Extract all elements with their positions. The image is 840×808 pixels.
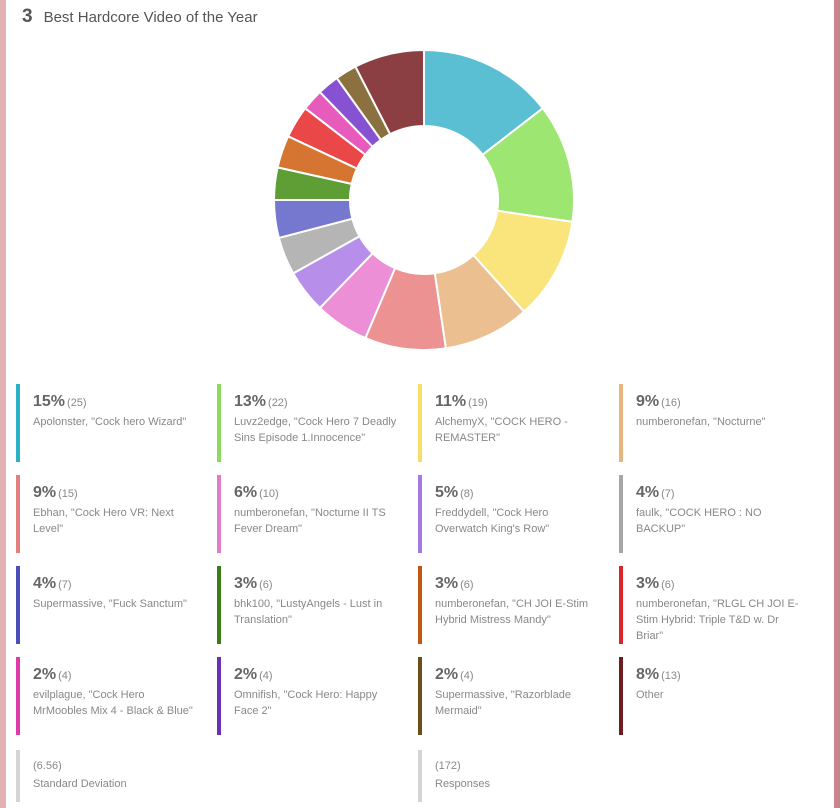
- legend-item[interactable]: 2% (4) Omnifish, "Cock Hero: Happy Face 2": [217, 657, 397, 735]
- legend-head: 6% (10): [234, 484, 397, 502]
- legend-percent: 13%: [234, 393, 267, 410]
- legend-count: (4): [58, 670, 72, 682]
- legend-count: (16): [661, 397, 681, 409]
- legend-count: (25): [67, 397, 87, 409]
- legend-item[interactable]: 2% (4) evilplague, "Cock Hero MrMoobles Mi…: [16, 657, 196, 735]
- legend-item[interactable]: 2% (4) Supermassive, "Razorblade Mermaid": [418, 657, 598, 735]
- legend-count: (7): [58, 579, 72, 591]
- legend-percent: 2%: [33, 666, 57, 683]
- legend-count: (13): [661, 670, 681, 682]
- legend-head: 9% (16): [636, 393, 799, 411]
- legend-label: numberonefan, "RLGL CH JOI E-Stim Hybrid…: [636, 598, 799, 642]
- legend-count: (4): [259, 670, 273, 682]
- question-header: 3 Best Hardcore Video of the Year: [22, 6, 258, 30]
- legend-item[interactable]: 11% (19) AlchemyX, "COCK HERO - REMASTER": [418, 384, 598, 462]
- stat-standard-deviation: (6.56) Standard Deviation: [16, 750, 196, 802]
- legend-count: (7): [661, 488, 675, 500]
- legend-item[interactable]: 9% (15) Ebhan, "Cock Hero VR: Next Level": [16, 475, 196, 553]
- legend-percent: 2%: [435, 666, 459, 683]
- legend-label: Other: [636, 689, 664, 701]
- legend-label: Supermassive, "Razorblade Mermaid": [435, 689, 571, 717]
- legend-item[interactable]: 9% (16) numberonefan, "Nocturne": [619, 384, 799, 462]
- legend-percent: 6%: [234, 484, 258, 501]
- legend-count: (4): [460, 670, 474, 682]
- legend-count: (22): [268, 397, 288, 409]
- legend-item[interactable]: 4% (7) Supermassive, "Fuck Sanctum": [16, 566, 196, 644]
- legend-label: numberonefan, "Nocturne II TS Fever Drea…: [234, 507, 386, 535]
- stat-value: (172): [435, 760, 461, 772]
- legend-label: Freddydell, "Cock Hero Overwatch King's …: [435, 507, 550, 535]
- legend-label: faulk, "COCK HERO : NO BACKUP": [636, 507, 762, 535]
- legend-item[interactable]: 8% (13) Other: [619, 657, 799, 735]
- legend-percent: 9%: [33, 484, 57, 501]
- legend-item[interactable]: 3% (6) numberonefan, "RLGL CH JOI E-Stim H…: [619, 566, 799, 644]
- legend-head: 9% (15): [33, 484, 196, 502]
- legend-head: 15% (25): [33, 393, 196, 411]
- legend-percent: 3%: [636, 575, 660, 592]
- legend-label: Ebhan, "Cock Hero VR: Next Level": [33, 507, 174, 535]
- legend-count: (6): [259, 579, 273, 591]
- legend-count: (6): [460, 579, 474, 591]
- stat-value: (6.56): [33, 760, 62, 772]
- legend-head: 13% (22): [234, 393, 397, 411]
- legend-item[interactable]: 3% (6) numberonefan, "CH JOI E-Stim Hybrid…: [418, 566, 598, 644]
- legend-item[interactable]: 5% (8) Freddydell, "Cock Hero Overwatch Ki…: [418, 475, 598, 553]
- legend-count: (19): [468, 397, 488, 409]
- legend-head: 4% (7): [636, 484, 799, 502]
- legend-label: AlchemyX, "COCK HERO - REMASTER": [435, 416, 568, 444]
- legend-count: (10): [259, 488, 279, 500]
- question-title: Best Hardcore Video of the Year: [43, 9, 258, 26]
- legend-count: (6): [661, 579, 675, 591]
- donut-chart: [272, 48, 575, 351]
- legend-percent: 11%: [435, 393, 467, 410]
- legend-percent: 9%: [636, 393, 660, 410]
- legend-head: 2% (4): [33, 666, 196, 684]
- legend-item[interactable]: 3% (6) bhk100, "LustyAngels - Lust in Tran…: [217, 566, 397, 644]
- stat-responses: (172) Responses: [418, 750, 598, 802]
- legend-head: 8% (13): [636, 666, 799, 684]
- legend-head: 11% (19): [435, 393, 598, 411]
- legend-item[interactable]: 6% (10) numberonefan, "Nocturne II TS Feve…: [217, 475, 397, 553]
- legend-item[interactable]: 15% (25) Apolonster, "Cock hero Wizard": [16, 384, 196, 462]
- legend-item[interactable]: 13% (22) Luvz2edge, "Cock Hero 7 Deadly Si…: [217, 384, 397, 462]
- legend-head: 3% (6): [636, 575, 799, 593]
- legend-percent: 3%: [234, 575, 258, 592]
- legend-percent: 4%: [636, 484, 660, 501]
- legend-head: 5% (8): [435, 484, 598, 502]
- donut-slice-16[interactable]: [354, 48, 425, 136]
- legend-head: 2% (4): [435, 666, 598, 684]
- stat-label: Responses: [435, 778, 491, 790]
- legend-count: (15): [58, 488, 78, 500]
- legend-label: Luvz2edge, "Cock Hero 7 Deadly Sins Epis…: [234, 416, 397, 444]
- legend-percent: 8%: [636, 666, 660, 683]
- stat-label: Standard Deviation: [33, 778, 127, 790]
- legend-percent: 5%: [435, 484, 459, 501]
- legend-label: Supermassive, "Fuck Sanctum": [33, 598, 187, 610]
- legend-label: Apolonster, "Cock hero Wizard": [33, 416, 187, 428]
- legend-label: numberonefan, "Nocturne": [636, 416, 766, 428]
- question-number: 3: [22, 6, 33, 27]
- legend-label: bhk100, "LustyAngels - Lust in Translati…: [234, 598, 383, 626]
- legend-percent: 3%: [435, 575, 459, 592]
- legend-label: evilplague, "Cock Hero MrMoobles Mix 4 -…: [33, 689, 193, 717]
- legend-label: Omnifish, "Cock Hero: Happy Face 2": [234, 689, 378, 717]
- legend-head: 3% (6): [234, 575, 397, 593]
- legend-label: numberonefan, "CH JOI E-Stim Hybrid Mist…: [435, 598, 589, 626]
- legend-item[interactable]: 4% (7) faulk, "COCK HERO : NO BACKUP": [619, 475, 799, 553]
- legend-head: 2% (4): [234, 666, 397, 684]
- legend-head: 3% (6): [435, 575, 598, 593]
- legend-head: 4% (7): [33, 575, 196, 593]
- legend-percent: 15%: [33, 393, 66, 410]
- legend-percent: 2%: [234, 666, 258, 683]
- legend-count: (8): [460, 488, 474, 500]
- legend-percent: 4%: [33, 575, 57, 592]
